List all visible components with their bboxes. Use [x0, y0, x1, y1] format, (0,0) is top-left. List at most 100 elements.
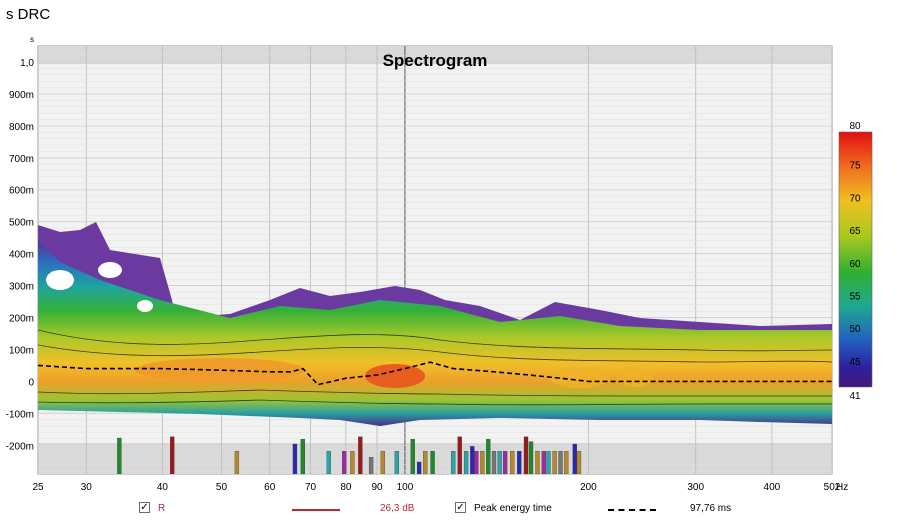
event-marker	[430, 451, 435, 474]
event-marker	[486, 439, 491, 474]
window-title: s DRC	[6, 6, 51, 23]
pet-value: 97,76 ms	[690, 503, 732, 514]
event-marker	[497, 451, 502, 474]
event-marker	[300, 439, 306, 474]
event-marker	[410, 439, 415, 474]
x-tick-label: 400	[764, 482, 781, 493]
x-tick-label: 300	[687, 482, 704, 493]
event-marker	[416, 461, 422, 474]
x-tick-label: 100	[397, 482, 414, 493]
y-tick-label: -200m	[6, 441, 34, 452]
legend-bar: ✓ R 26,3 dB ✓ Peak energy time 97,76 ms	[0, 498, 900, 522]
event-marker	[517, 451, 522, 474]
event-marker	[535, 451, 540, 474]
event-marker	[564, 451, 569, 474]
r-value: 26,3 dB	[380, 503, 415, 514]
y-tick-label: 500m	[9, 218, 34, 229]
x-tick-label: 90	[371, 482, 383, 493]
event-marker	[394, 451, 400, 474]
y-tick-label: 300m	[9, 282, 34, 293]
event-marker	[380, 451, 386, 474]
colorbar-tick-label: 80	[849, 121, 861, 132]
event-markers	[117, 436, 582, 474]
colorbar-tick-label: 41	[849, 391, 861, 402]
event-marker	[528, 441, 534, 474]
event-marker	[423, 451, 428, 474]
y-tick-label: 700m	[9, 154, 34, 165]
colorbar-tick-label: 50	[849, 324, 861, 335]
pet-checkbox[interactable]: ✓	[455, 502, 466, 513]
y-tick-label: 1,0	[20, 58, 34, 69]
hole-2	[98, 262, 122, 278]
x-tick-label: 25	[32, 482, 44, 493]
x-tick-label: 70	[305, 482, 317, 493]
y-tick-label: 200m	[9, 313, 34, 324]
event-marker	[541, 451, 546, 474]
event-marker	[474, 451, 479, 474]
event-marker	[170, 436, 175, 474]
colorbar-tick-label: 60	[849, 259, 861, 270]
event-marker	[470, 446, 475, 474]
event-marker	[546, 451, 551, 474]
event-marker	[292, 443, 298, 474]
y-tick-label: 600m	[9, 186, 34, 197]
spectrogram-chart[interactable]: Spectrogram s 1,0900m800m700m600m500m400…	[0, 0, 900, 498]
plot-top-shade	[38, 46, 832, 64]
event-marker	[350, 451, 355, 474]
event-marker	[480, 451, 485, 474]
hole-1	[46, 270, 74, 290]
event-marker	[502, 451, 508, 474]
x-tick-label: 200	[580, 482, 597, 493]
event-marker	[326, 451, 331, 474]
event-marker	[342, 451, 347, 474]
event-marker	[358, 436, 363, 474]
colorbar-ticks: 80 75 70 65 60 55 50 45 41	[849, 121, 861, 402]
event-marker	[457, 436, 462, 474]
colorbar-tick-label: 70	[849, 193, 861, 204]
y-tick-label: -100m	[6, 409, 34, 420]
r-label: R	[158, 503, 166, 514]
colorbar-tick-label: 45	[849, 357, 861, 368]
event-marker	[576, 451, 582, 474]
pet-label: Peak energy time	[474, 503, 552, 514]
hotspot-1	[135, 358, 305, 382]
x-tick-label: 40	[157, 482, 169, 493]
y-tick-label: 100m	[9, 345, 34, 356]
plot-bottom-shade	[38, 443, 832, 474]
event-marker	[572, 443, 577, 474]
y-tick-label: 900m	[9, 90, 34, 101]
colorbar	[838, 131, 873, 388]
y-tick-label: 800m	[9, 122, 34, 133]
event-marker	[510, 451, 515, 474]
chart-title: Spectrogram	[383, 51, 488, 70]
event-marker	[234, 451, 240, 474]
event-marker	[552, 451, 557, 474]
event-marker	[451, 451, 456, 474]
contour-lines	[38, 329, 832, 406]
colorbar-tick-label: 75	[849, 161, 861, 172]
y-unit-label: s	[30, 35, 34, 44]
hotspot-2	[365, 364, 425, 388]
event-marker	[523, 436, 529, 474]
y-tick-label: 0	[28, 377, 34, 388]
y-tick-label: 400m	[9, 250, 34, 261]
x-unit-label: Hz	[836, 482, 848, 493]
x-tick-label: 30	[81, 482, 93, 493]
hotspot-3	[550, 368, 610, 388]
event-marker	[117, 437, 122, 474]
pet-line-swatch	[608, 509, 656, 511]
event-marker	[463, 451, 469, 474]
x-tick-label: 60	[264, 482, 276, 493]
y-axis-ticks: 1,0 900m 800m 700m 600m 500m 400m 300m 200m 100m 0…	[6, 58, 35, 452]
hotspot-4	[617, 369, 653, 387]
colorbar-tick-label: 65	[849, 226, 861, 237]
r-checkbox[interactable]: ✓	[139, 502, 150, 513]
x-tick-label: 502	[824, 482, 841, 493]
peak-energy-time-line	[38, 361, 832, 386]
x-tick-label: 50	[216, 482, 228, 493]
hole-3	[137, 300, 153, 312]
event-marker	[368, 457, 374, 474]
r-line-swatch	[292, 509, 340, 511]
event-marker	[491, 451, 497, 474]
